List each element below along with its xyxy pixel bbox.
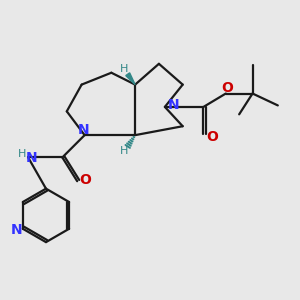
Text: N: N [77,123,89,137]
Text: H: H [17,149,26,159]
Text: N: N [11,223,23,237]
Polygon shape [126,73,135,85]
Text: N: N [167,98,179,112]
Text: O: O [221,81,233,94]
Text: O: O [206,130,218,144]
Text: N: N [26,151,38,165]
Text: O: O [80,173,92,187]
Text: H: H [120,146,128,157]
Text: H: H [120,64,128,74]
